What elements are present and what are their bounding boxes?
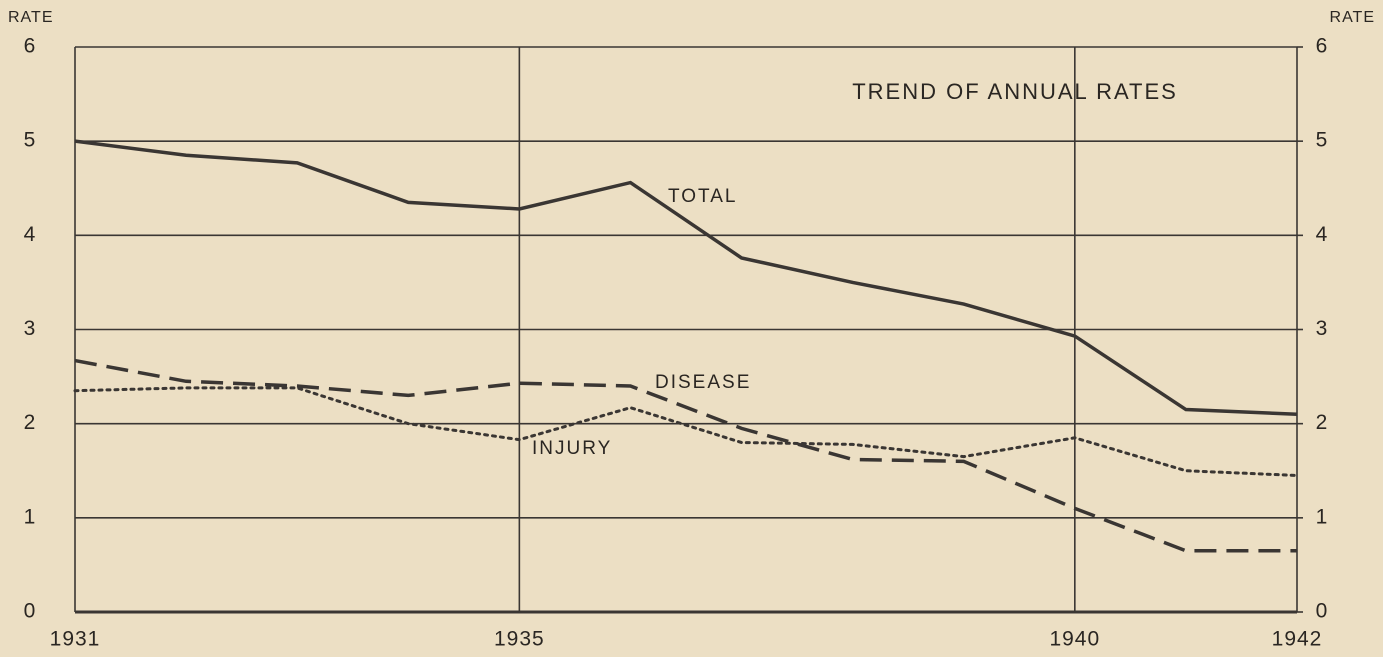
y-tick-label: 5 [24,129,37,152]
y-tick-label: 0 [24,600,37,623]
series-line [74,358,1297,553]
x-tick-label: 1931 [50,628,101,651]
series-label: INJURY [532,438,612,459]
y-tick-label: 1 [24,505,37,528]
y-tick-label: 3 [24,317,37,340]
y-tick-label: 6 [24,35,37,58]
y2-axis-label: RATE [1330,9,1375,26]
y-axis-label: RATE [8,9,53,26]
y2-tick-label: 0 [1316,600,1329,623]
y2-tick-label: 4 [1316,223,1329,246]
y-tick-label: 4 [24,223,37,246]
series-label: DISEASE [655,372,751,393]
y2-tick-label: 2 [1316,411,1329,434]
series-line [73,386,1299,477]
x-tick-label: 1940 [1049,628,1100,651]
x-tick-label: 1942 [1272,628,1323,651]
y2-tick-label: 1 [1316,505,1329,528]
series-label: TOTAL [668,186,737,207]
y2-tick-label: 6 [1316,35,1329,58]
y-tick-label: 2 [24,411,37,434]
y2-tick-label: 5 [1316,129,1329,152]
chart-title: TREND OF ANNUAL RATES [852,79,1178,104]
y2-tick-label: 3 [1316,317,1329,340]
series-line [74,139,1298,416]
x-tick-label: 1935 [494,628,545,651]
